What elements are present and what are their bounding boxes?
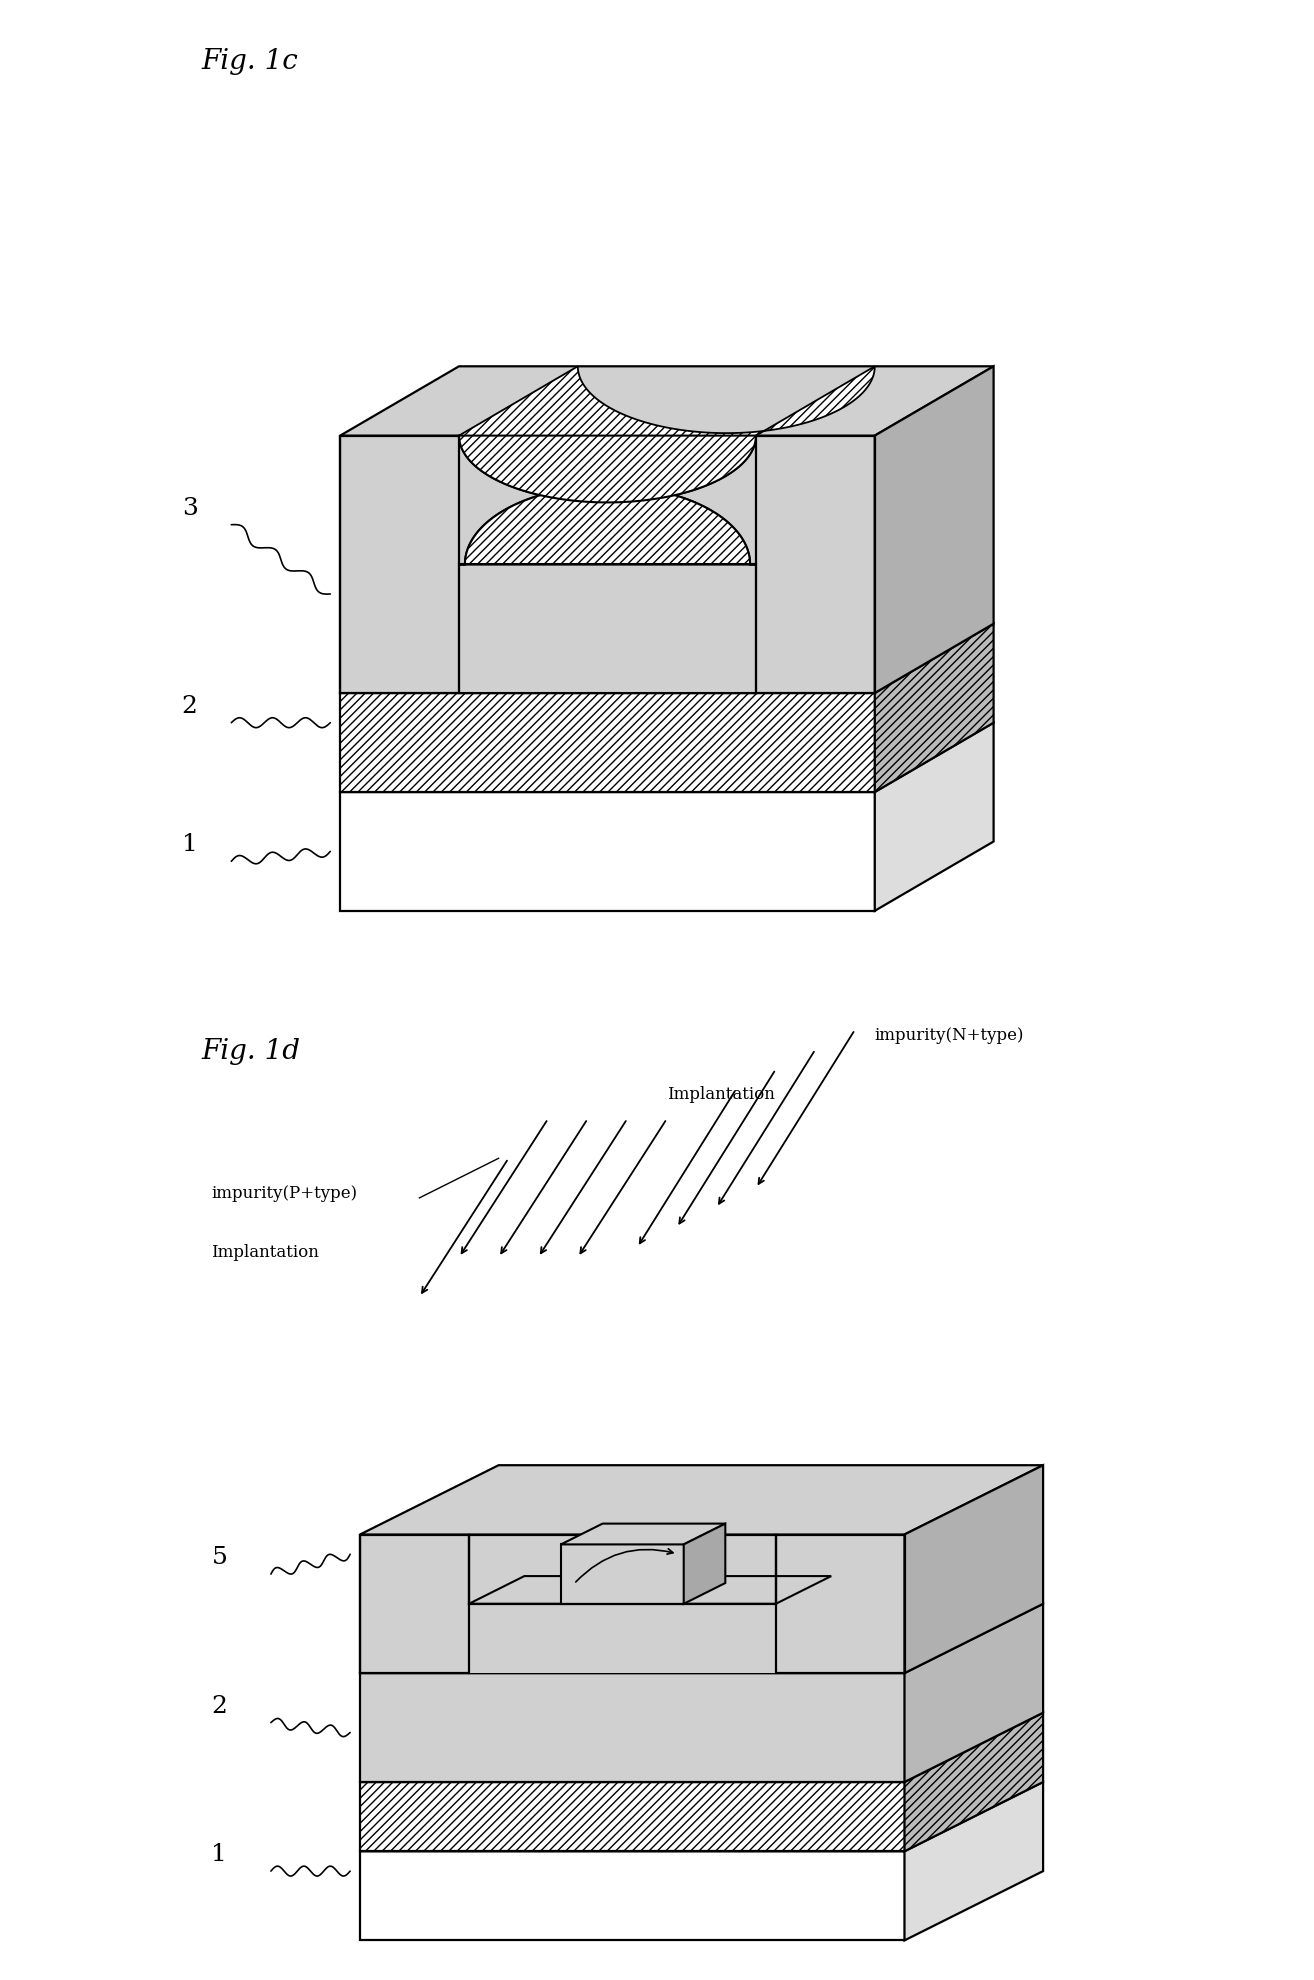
Polygon shape <box>360 1673 904 1782</box>
Text: Fig. 1d: Fig. 1d <box>201 1038 301 1065</box>
Polygon shape <box>340 436 875 693</box>
Polygon shape <box>459 366 875 503</box>
Text: 1: 1 <box>181 834 197 857</box>
Polygon shape <box>459 485 756 564</box>
Polygon shape <box>360 1713 1043 1782</box>
Polygon shape <box>561 1544 683 1604</box>
Polygon shape <box>561 1525 725 1544</box>
Polygon shape <box>340 693 875 792</box>
Text: 2: 2 <box>212 1695 227 1719</box>
Polygon shape <box>360 1465 1043 1534</box>
Polygon shape <box>904 1604 1043 1782</box>
Text: impurity(P+type): impurity(P+type) <box>212 1184 357 1202</box>
Text: impurity(N+type): impurity(N+type) <box>875 1026 1025 1043</box>
Polygon shape <box>340 792 875 911</box>
Polygon shape <box>469 1604 775 1673</box>
Polygon shape <box>875 624 993 792</box>
Text: 1: 1 <box>212 1843 227 1867</box>
Polygon shape <box>360 1851 904 1940</box>
Text: 2: 2 <box>181 695 197 719</box>
Polygon shape <box>904 1713 1043 1851</box>
Polygon shape <box>340 723 993 792</box>
Polygon shape <box>340 366 993 436</box>
Polygon shape <box>875 366 993 693</box>
Polygon shape <box>360 1782 1043 1851</box>
Text: 3: 3 <box>181 497 197 521</box>
Polygon shape <box>904 1782 1043 1940</box>
Polygon shape <box>904 1465 1043 1673</box>
Polygon shape <box>459 436 756 503</box>
Polygon shape <box>459 485 756 564</box>
Polygon shape <box>360 1782 904 1851</box>
Polygon shape <box>459 564 756 693</box>
Text: Implantation: Implantation <box>212 1243 319 1261</box>
Text: Fig. 1c: Fig. 1c <box>201 48 298 75</box>
Polygon shape <box>360 1604 1043 1673</box>
Polygon shape <box>683 1525 725 1604</box>
Polygon shape <box>469 1576 832 1604</box>
Text: Implantation: Implantation <box>668 1085 775 1103</box>
Polygon shape <box>340 624 993 693</box>
Text: 5: 5 <box>212 1546 227 1570</box>
Polygon shape <box>360 1534 904 1673</box>
Polygon shape <box>875 723 993 911</box>
